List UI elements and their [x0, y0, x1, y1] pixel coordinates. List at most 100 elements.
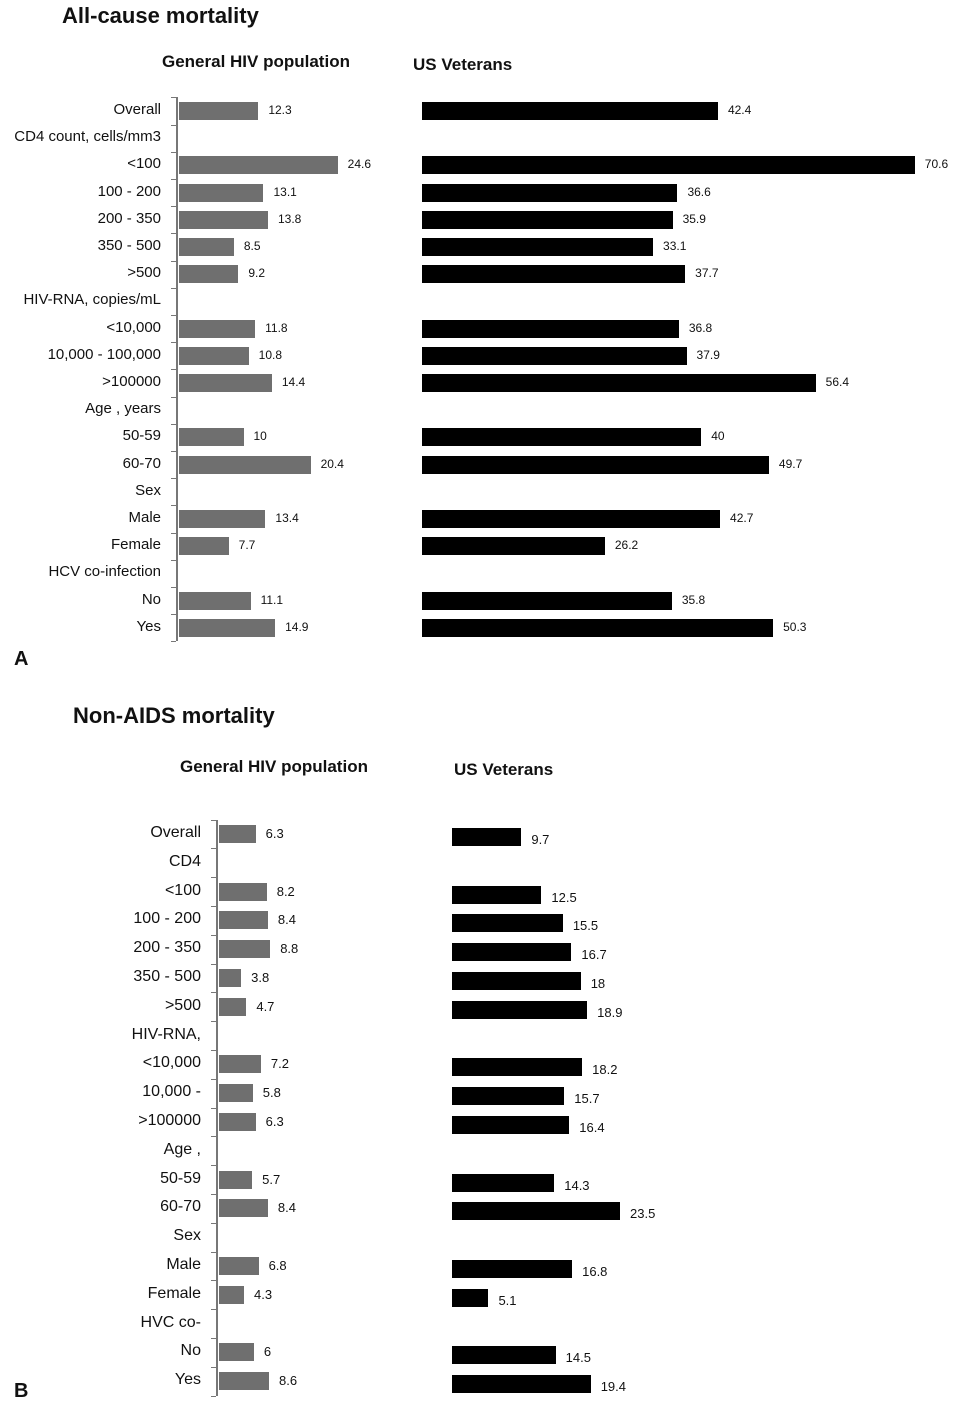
panel-a-general-bar: [179, 102, 259, 120]
panel-b-axis-tick: [211, 819, 216, 821]
panel-a-veterans-bar: [422, 102, 718, 120]
panel-a-axis-tick: [171, 478, 176, 480]
panel-b-row-label: No: [180, 1342, 201, 1360]
panel-b-general-bar: [219, 940, 271, 959]
panel-b-general-value-label: 8.2: [276, 883, 295, 899]
panel-a-general-bar: [179, 428, 244, 447]
panel-b-general-value-label: 7.2: [270, 1056, 289, 1072]
panel-a-row-label: No: [141, 590, 161, 608]
panel-a-general-bar: [179, 210, 268, 229]
panel-b-veterans-bar: [452, 1346, 556, 1365]
panel-a-veterans-bar: [422, 238, 654, 256]
panel-a-row-label: <10,000: [106, 318, 161, 336]
panel-a-veterans-bar: [422, 210, 673, 229]
panel-a-axis-tick: [171, 151, 176, 153]
panel-a-veterans-bar: [422, 374, 816, 392]
panel-a-axis-tick: [171, 559, 176, 561]
panel-a-axis-tick: [171, 315, 176, 316]
panel-a-row-label: CD4 count, cells/mm3: [14, 128, 161, 146]
panel-b-veterans-value-label: 15.5: [572, 918, 599, 934]
panel-b-row-label: >100000: [138, 1112, 201, 1129]
panel-b-veterans-value-label: 12.5: [551, 889, 577, 905]
panel-a-row-label: 60-70: [122, 454, 161, 472]
panel-a-veterans-bar: [422, 346, 687, 365]
panel-a-veterans-value-label: 36.8: [688, 320, 713, 335]
panel-a-veterans-value-label: 42.4: [727, 103, 752, 117]
panel-a-axis-tick: [171, 423, 176, 425]
panel-b-veterans-bar: [452, 1375, 591, 1394]
panel-a-row-label: >100000: [102, 373, 161, 390]
panel-a-axis-tick: [171, 396, 176, 398]
panel-a-axis-tick: [171, 641, 176, 643]
panel-a-general-value-label: 24.6: [347, 157, 372, 172]
panel-a-veterans-value-label: 42.7: [730, 511, 754, 525]
panel-a-general-value-label: 13.4: [275, 511, 299, 525]
panel-a-veterans-value-label: 35.9: [682, 211, 706, 226]
panel-b-row-label: HIV-RNA,: [131, 1025, 201, 1043]
panel-b-row-label: <10,000: [142, 1054, 201, 1072]
panel-a-general-value-label: 11.8: [265, 320, 288, 335]
panel-a-veterans-value-label: 56.4: [825, 375, 850, 389]
panel-b-general-value-label: 4.3: [254, 1286, 273, 1302]
panel-b-general-bar: [219, 1372, 270, 1391]
panel-a-veterans-bar: [422, 319, 679, 338]
panel-a-letter: A: [14, 648, 29, 670]
panel-b-veterans-bar: [452, 972, 581, 990]
panel-b-axis-tick: [211, 1078, 216, 1080]
panel-a-general-value-label: 11.1: [260, 592, 284, 607]
panel-b-row-label: Overall: [150, 824, 201, 841]
panel-b-axis-tick: [211, 1194, 216, 1195]
panel-a-veterans-bar: [422, 510, 721, 528]
panel-b-axis-tick: [211, 1309, 216, 1311]
panel-a-veterans-bar: [422, 455, 769, 474]
panel-b-general-bar: [219, 1199, 268, 1218]
panel-b-general-bar: [219, 1084, 253, 1103]
panel-a-axis-tick: [171, 260, 176, 262]
panel-b-axis-tick: [211, 1107, 216, 1109]
panel-b-veterans-bar: [452, 1288, 489, 1307]
panel-b-axis-tick: [211, 963, 216, 965]
panel-a-title: All-cause mortality: [62, 3, 259, 28]
panel-b-axis-tick: [211, 992, 216, 994]
panel-a-veterans-bar: [422, 591, 672, 610]
panel-b-general-value-label: 6.3: [265, 826, 284, 841]
panel-a-axis-tick: [171, 342, 176, 344]
panel-a-row-label: Male: [128, 509, 161, 526]
panel-b-veterans-bar: [452, 1087, 565, 1106]
panel-b-veterans-value-label: 15.7: [574, 1091, 600, 1107]
panel-b-row-label: Sex: [173, 1227, 201, 1245]
panel-a-general-bar: [179, 319, 256, 338]
panel-b-row-label: 10,000 -: [142, 1083, 201, 1101]
panel-b-general-bar: [219, 882, 267, 901]
panel-a-general-value-label: 10: [253, 429, 267, 444]
panel-a-general-bar: [179, 455, 311, 474]
panel-b-row-label: Yes: [174, 1371, 201, 1389]
panel-a-veterans-value-label: 35.8: [681, 592, 706, 607]
panel-a-veterans-value-label: 40: [711, 429, 725, 444]
panel-b-general-bar: [219, 1257, 259, 1275]
panel-a-general-value-label: 20.4: [320, 456, 344, 471]
panel-a-veterans-bar: [422, 618, 774, 637]
panel-b-veterans-bar: [452, 885, 542, 904]
panel-a-veterans-bar: [422, 183, 678, 202]
panel-a-row-label: 100 - 200: [97, 182, 161, 200]
panel-a-general-value-label: 9.2: [248, 266, 266, 281]
panel-a-veterans-value-label: 33.1: [663, 239, 687, 253]
panel-b-row-label: 100 - 200: [133, 910, 201, 928]
panel-b-veterans-bar: [452, 1000, 588, 1019]
panel-a-row-label: 350 - 500: [97, 237, 161, 254]
panel-a-row-label: >500: [127, 264, 161, 282]
panel-b-veterans-value-label: 16.8: [582, 1264, 608, 1279]
panel-a-veterans-value-label: 36.6: [687, 184, 711, 199]
panel-b-row-label: CD4: [168, 852, 201, 870]
panel-b-row-label: HVC co-: [140, 1313, 201, 1331]
panel-b-veterans-bar: [452, 1058, 583, 1077]
panel-b-y-axis: [216, 819, 218, 1396]
panel-a-general-value-label: 13.8: [278, 211, 302, 226]
panel-a-axis-tick: [171, 206, 176, 208]
panel-a-row-label: Yes: [136, 617, 161, 635]
panel-a-veterans-bar: [422, 428, 702, 447]
panel-b-veterans-bar: [452, 1173, 555, 1192]
panel-b-general-value-label: 6.3: [265, 1114, 284, 1129]
panel-b-general-value-label: 6: [263, 1344, 272, 1360]
